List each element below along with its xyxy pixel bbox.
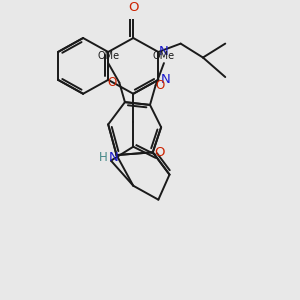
Text: N: N (160, 73, 170, 86)
Text: O: O (128, 1, 139, 14)
Text: N: N (108, 152, 118, 164)
Text: OMe: OMe (97, 51, 119, 61)
Text: O: O (107, 76, 117, 89)
Text: N: N (159, 46, 169, 59)
Text: O: O (156, 79, 165, 92)
Text: O: O (154, 146, 165, 159)
Text: OMe: OMe (153, 51, 175, 61)
Text: H: H (99, 152, 108, 164)
